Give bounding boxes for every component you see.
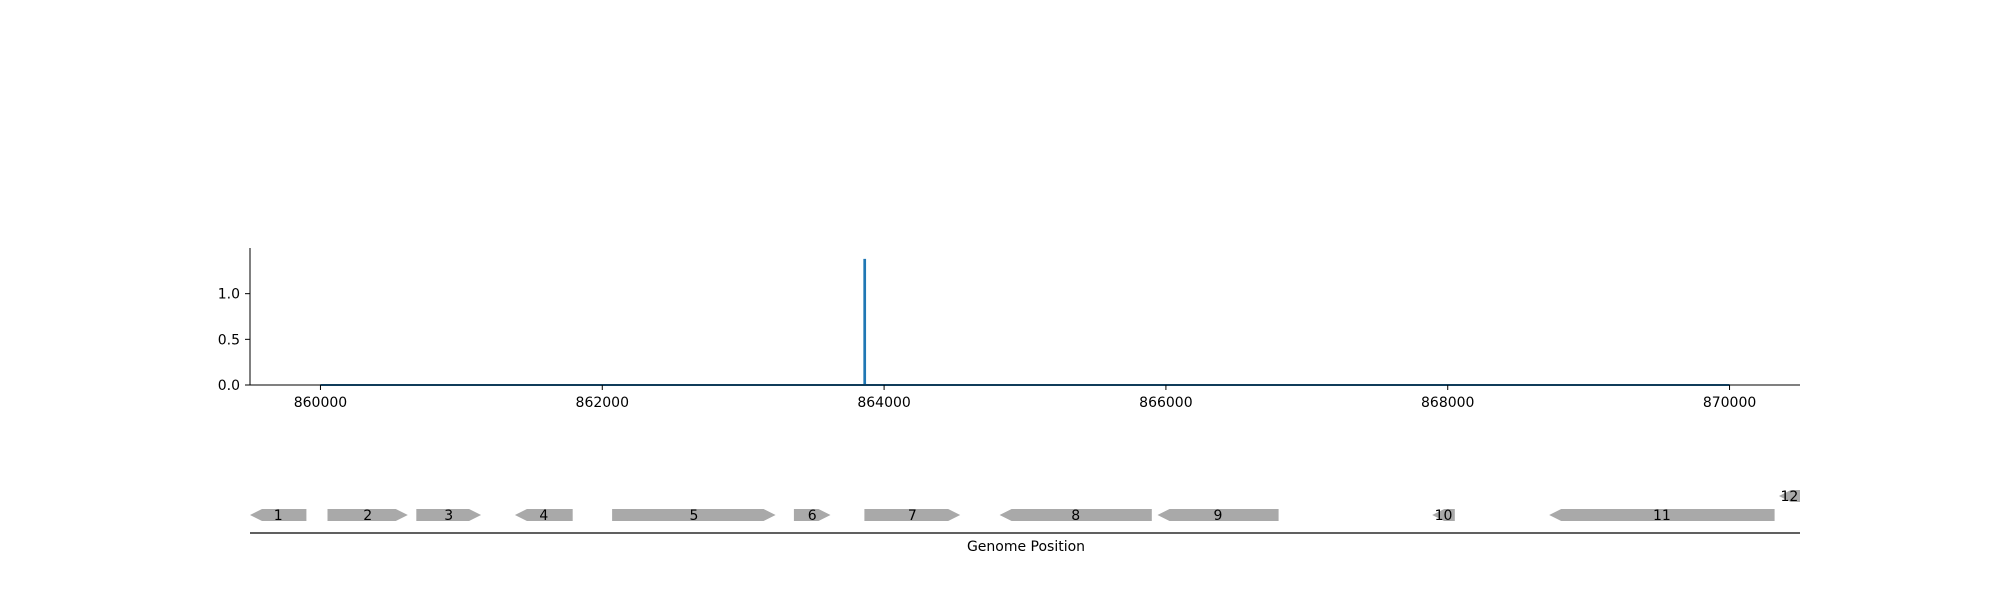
gene-feature-arrow	[864, 509, 961, 521]
gene-feature-label: 3	[444, 508, 453, 524]
x-tick-label: 862000	[576, 395, 629, 411]
gene-feature-arrow	[612, 509, 776, 521]
gene-feature-arrow	[416, 509, 482, 521]
coverage-plot: 0.0 0.5 1.0 860000 862000 864000 866000 868000 8…	[218, 248, 1800, 411]
y-tick-label: 1.0	[218, 287, 240, 303]
gene-feature-arrow	[514, 509, 573, 521]
y-tick-label: 0.5	[218, 332, 240, 348]
coverage-series-line	[320, 258, 1730, 386]
gene-feature-label: 9	[1214, 508, 1223, 524]
gene-feature-arrow	[250, 509, 307, 521]
gene-feature-label: 1	[274, 508, 283, 524]
x-tick-label: 866000	[1139, 395, 1192, 411]
gene-feature-arrow	[1432, 509, 1455, 521]
gene-feature-label: 2	[363, 508, 372, 524]
x-tick-label: 870000	[1703, 395, 1756, 411]
gene-feature-label: 8	[1071, 508, 1080, 524]
gene-feature-arrow	[1778, 490, 1800, 502]
gene-feature-label: 5	[689, 508, 698, 524]
gene-feature-label: 6	[808, 508, 817, 524]
gene-feature-label: 7	[908, 508, 917, 524]
x-axis-title: Genome Position	[967, 539, 1085, 555]
gene-feature-arrow	[1549, 509, 1775, 521]
x-tick-label: 864000	[857, 395, 910, 411]
gene-feature-label: 4	[539, 508, 548, 524]
gene-feature-label: 12	[1780, 489, 1798, 505]
gene-feature-arrow	[793, 509, 831, 521]
gene-feature-label: 11	[1653, 508, 1671, 524]
gene-feature-arrow	[327, 509, 408, 521]
x-tick-label: 860000	[294, 395, 347, 411]
gene-feature-label: 10	[1435, 508, 1453, 524]
gene-feature-arrow	[999, 509, 1152, 521]
y-tick-label: 0.0	[218, 378, 240, 394]
x-tick-label: 868000	[1421, 395, 1474, 411]
gene-feature-arrow	[1157, 509, 1279, 521]
